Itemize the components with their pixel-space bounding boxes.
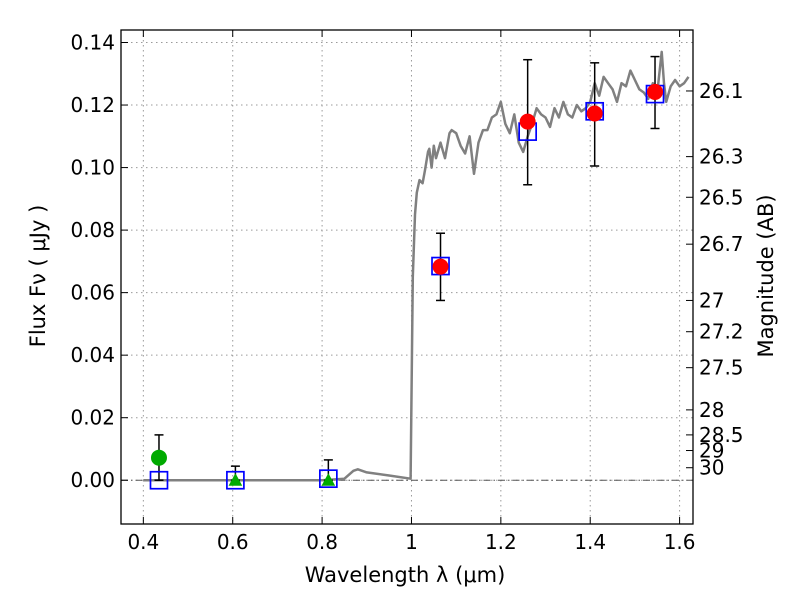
x-tick-label: 0.6 xyxy=(217,530,249,554)
right-tick-label: 29 xyxy=(699,439,724,463)
observed-flux-point xyxy=(432,258,449,275)
errorbar-layer xyxy=(154,55,660,481)
x-tick-label: 0.4 xyxy=(127,530,159,554)
right-tick-label: 27 xyxy=(699,288,724,312)
right-tick-label: 28 xyxy=(699,398,724,422)
observed-limit-triangle xyxy=(228,473,243,486)
observed-flux-point xyxy=(519,113,536,130)
x-tick-label: 0.8 xyxy=(306,530,338,554)
x-tick-label: 1.2 xyxy=(485,530,517,554)
y-axis-ticks: 0.00 0.02 0.04 0.06 0.08 0.10 0.12 0.14 xyxy=(70,31,128,492)
y-tick-label: 0.00 xyxy=(70,468,115,492)
x-axis-label: Wavelength λ (μm) xyxy=(305,563,506,587)
y-tick-label: 0.02 xyxy=(70,406,115,430)
right-tick-label: 27.5 xyxy=(699,356,744,380)
observed-limit-triangle xyxy=(321,473,336,486)
right-tick-label: 26.7 xyxy=(699,232,744,256)
right-tick-label: 26.5 xyxy=(699,185,744,209)
y-tick-label: 0.08 xyxy=(70,218,115,242)
observed-flux-point xyxy=(150,449,167,466)
y-tick-label: 0.06 xyxy=(70,281,115,305)
x-axis-ticks: 0.4 0.6 0.8 1 1.2 1.4 1.6 xyxy=(127,30,696,554)
model-photometry-square xyxy=(226,470,245,490)
observed-flux-point xyxy=(586,105,603,122)
model-photometry-square xyxy=(319,469,338,489)
observed-flux-point xyxy=(647,83,664,100)
marker-layer xyxy=(149,83,665,490)
y-tick-label: 0.04 xyxy=(70,343,115,367)
y-axis-label: Flux Fν ( μJy ) xyxy=(26,205,50,348)
grid-layer xyxy=(121,30,693,524)
x-tick-label: 1.4 xyxy=(574,530,606,554)
y-tick-label: 0.12 xyxy=(70,93,115,117)
x-tick-label: 1 xyxy=(405,530,418,554)
right-tick-label: 28.5 xyxy=(699,423,744,447)
y-tick-label: 0.10 xyxy=(70,156,115,180)
right-axis-label: Magnitude (AB) xyxy=(754,194,778,357)
x-tick-label: 1.6 xyxy=(664,530,696,554)
right-tick-label: 26.3 xyxy=(699,145,744,169)
right-tick-label: 30 xyxy=(699,456,724,480)
model-spectrum-line xyxy=(143,50,690,482)
right-tick-label: 26.1 xyxy=(699,79,744,103)
model-photometry-square xyxy=(149,470,169,490)
right-tick-label: 27.2 xyxy=(699,320,744,344)
y-tick-label: 0.14 xyxy=(70,31,115,55)
plot-frame xyxy=(120,29,694,525)
